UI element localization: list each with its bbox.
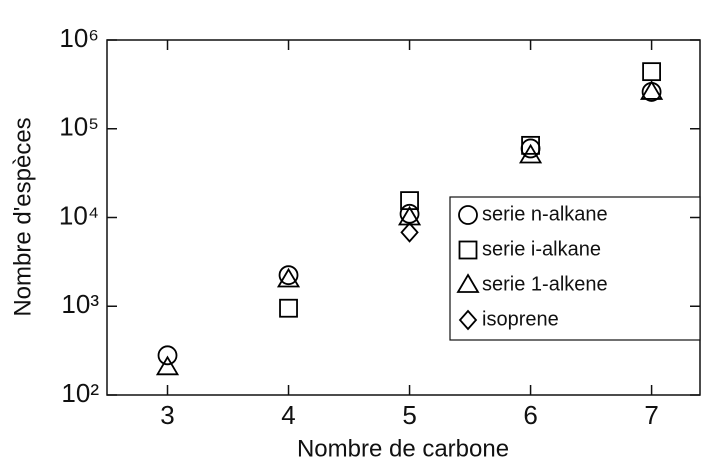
marker-triangle [518, 143, 543, 164]
marker-circle [278, 265, 299, 286]
marker-triangle [155, 355, 180, 376]
marker-square [458, 240, 478, 260]
y-tick-label: 10⁴ [59, 200, 99, 230]
marker-circle [458, 205, 478, 225]
marker-triangle [456, 273, 480, 293]
y-tick-label: 10⁶ [59, 23, 99, 53]
legend-label: isoprene [482, 308, 559, 330]
marker-diamond [458, 309, 478, 331]
marker-square [521, 135, 540, 155]
x-tick-label: 4 [281, 400, 295, 430]
y-axis-label: Nombre d'espèces [9, 117, 36, 316]
x-tick-label: 6 [523, 400, 537, 430]
x-tick-label: 5 [402, 400, 416, 430]
marker-circle [157, 345, 178, 366]
y-tick-label: 10² [61, 378, 99, 408]
legend-label: serie 1-alkene [482, 273, 608, 295]
marker-triangle [276, 267, 301, 288]
marker-diamond [400, 222, 419, 243]
marker-square [279, 298, 298, 318]
marker-square [642, 62, 661, 82]
marker-triangle [640, 80, 664, 100]
x-axis-label: Nombre de carbone [297, 435, 509, 462]
y-tick-label: 10³ [61, 289, 99, 319]
y-tick-label: 10⁵ [59, 112, 99, 142]
x-tick-label: 7 [644, 400, 658, 430]
x-tick-label: 3 [160, 400, 174, 430]
legend-box [449, 196, 701, 341]
legend-label: serie n-alkane [482, 203, 608, 225]
legend-label: serie i-alkane [482, 238, 601, 260]
